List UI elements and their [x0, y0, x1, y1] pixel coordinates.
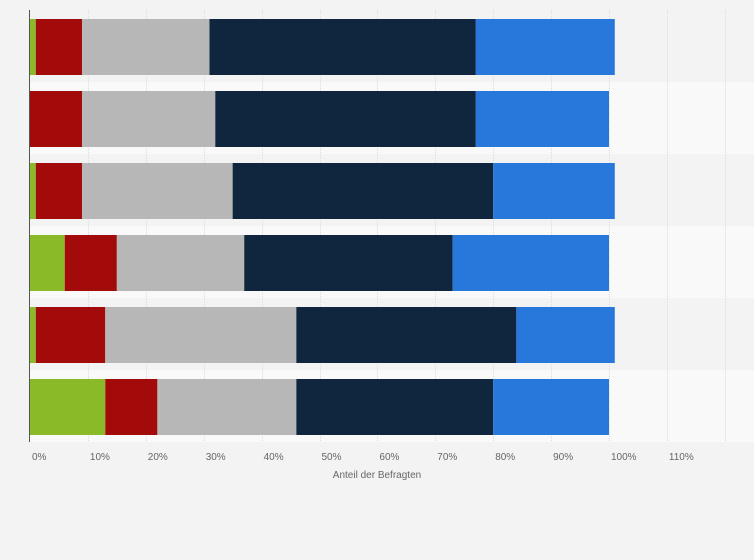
bar-segment [82, 91, 216, 147]
bar-segment [493, 379, 609, 435]
bar-segment [30, 91, 83, 147]
bar-segment [105, 307, 297, 363]
bar-segment [516, 307, 615, 363]
x-tick-label: 20% [148, 452, 168, 463]
bar-segment [64, 235, 117, 291]
bar-segment [30, 307, 36, 363]
bar-segment [105, 379, 158, 435]
bar-segment [452, 235, 609, 291]
bar-segment [296, 307, 517, 363]
x-axis-label: Anteil der Befragten [333, 470, 421, 481]
bar-segment [30, 379, 106, 435]
bar-segment [296, 379, 494, 435]
x-tick-labels: 0% 10% 20% 30% 40% 50% 60% 70% 80% 90% 100% 110% [32, 452, 694, 463]
bar-segment [475, 19, 615, 75]
bar-segment [215, 91, 476, 147]
x-tick-label: 0% [32, 452, 47, 463]
bar-segment [157, 379, 297, 435]
x-tick-label: 10% [90, 452, 110, 463]
bar-segment [82, 163, 233, 219]
bar-segment [35, 19, 83, 75]
x-tick-label: 100% [611, 452, 637, 463]
x-tick-label: 60% [379, 452, 399, 463]
bar-segment [244, 235, 453, 291]
bar-segment [209, 19, 476, 75]
x-tick-label: 40% [264, 452, 284, 463]
x-tick-label: 80% [495, 452, 515, 463]
grid-lines [88, 10, 726, 442]
bars [30, 19, 615, 435]
bar-segment [116, 235, 245, 291]
bar-segment [232, 163, 494, 219]
bar-segment [30, 19, 36, 75]
x-tick-label: 90% [553, 452, 573, 463]
bar-segment [475, 91, 609, 147]
bar-segment [35, 163, 83, 219]
bar-segment [493, 163, 615, 219]
bar-segment [30, 235, 65, 291]
x-tick-label: 110% [669, 452, 694, 463]
bar-segment [30, 163, 36, 219]
x-tick-label: 30% [206, 452, 226, 463]
bar-segment [35, 307, 106, 363]
bar-segment [82, 19, 210, 75]
x-tick-label: 70% [437, 452, 457, 463]
x-tick-label: 50% [322, 452, 342, 463]
